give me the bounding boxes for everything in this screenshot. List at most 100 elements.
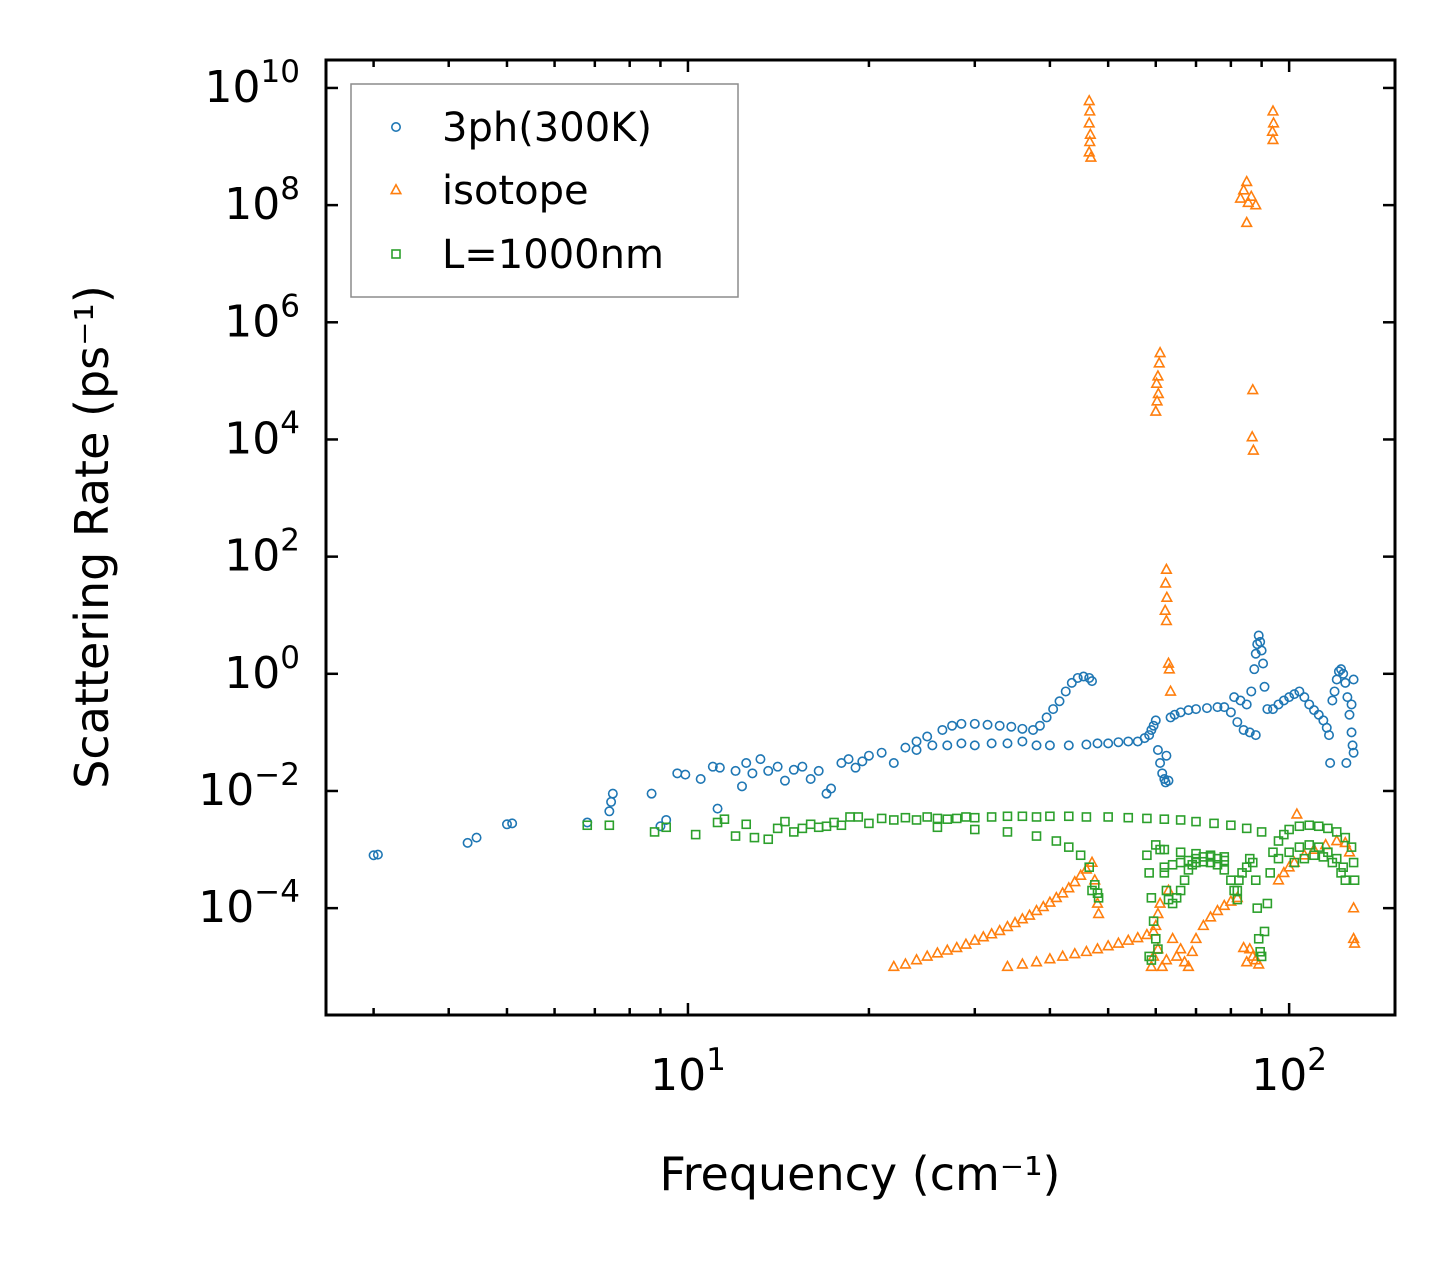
x-tick-label: 101 xyxy=(650,1042,726,1101)
y-tick-label: 1010 xyxy=(205,54,300,113)
data-point-3ph xyxy=(813,765,824,776)
y-tick-label: 106 xyxy=(224,288,300,347)
plot-frame xyxy=(324,58,1397,1017)
data-point-3ph xyxy=(857,756,868,767)
data-point-isotope xyxy=(1153,896,1167,908)
data-point-boundary xyxy=(741,819,752,830)
data-point-isotope xyxy=(1166,931,1179,944)
data-point-3ph xyxy=(779,775,790,786)
data-point-isotope xyxy=(1083,135,1096,147)
data-point-boundary xyxy=(951,813,962,824)
data-point-isotope xyxy=(1240,174,1253,187)
data-point-boundary xyxy=(1273,836,1284,846)
data-point-boundary xyxy=(1265,868,1275,878)
data-point-3ph xyxy=(1246,686,1257,697)
data-point-boundary xyxy=(1256,951,1267,962)
data-point-3ph xyxy=(1348,674,1359,685)
data-point-3ph xyxy=(850,762,861,773)
data-point-boundary xyxy=(1232,885,1243,896)
data-point-isotope xyxy=(1068,947,1081,959)
data-point-isotope xyxy=(1056,949,1069,961)
data-point-3ph xyxy=(937,724,948,735)
data-point-boundary xyxy=(932,813,943,824)
data-point-isotope xyxy=(1160,614,1173,626)
data-point-3ph xyxy=(1063,740,1074,751)
y-tick-label: 108 xyxy=(224,171,300,230)
y-tick-label: 10−2 xyxy=(198,757,300,816)
data-point-boundary xyxy=(1338,862,1348,872)
data-point-3ph xyxy=(922,731,933,742)
data-point-3ph xyxy=(1346,699,1357,710)
data-point-3ph xyxy=(1336,664,1347,675)
data-point-3ph xyxy=(1340,677,1351,688)
data-point-boundary xyxy=(1331,827,1342,837)
data-point-boundary xyxy=(1179,875,1190,885)
data-point-3ph xyxy=(1123,736,1134,747)
data-point-isotope xyxy=(1149,404,1162,416)
data-point-3ph xyxy=(1348,747,1359,758)
data-point-3ph xyxy=(1152,745,1163,756)
data-point-boundary xyxy=(582,820,593,831)
data-point-3ph xyxy=(843,754,854,765)
data-point-boundary xyxy=(1309,850,1319,861)
data-point-isotope xyxy=(1159,576,1172,588)
data-point-boundary xyxy=(1175,815,1186,825)
data-point-isotope xyxy=(1174,942,1187,954)
data-point-3ph xyxy=(772,761,783,772)
data-point-isotope xyxy=(1186,944,1199,957)
data-point-boundary xyxy=(1256,827,1267,837)
data-point-3ph xyxy=(1031,740,1042,751)
data-point-isotope xyxy=(899,957,912,969)
data-point-boundary xyxy=(1304,820,1315,831)
data-point-isotope xyxy=(959,937,973,949)
data-point-3ph xyxy=(1078,671,1089,682)
data-point-3ph xyxy=(1044,740,1055,751)
data-point-3ph xyxy=(1329,686,1340,697)
data-point-3ph xyxy=(1191,704,1202,715)
data-point-boundary xyxy=(1284,824,1294,835)
data-point-boundary xyxy=(1304,840,1315,850)
data-point-3ph xyxy=(1017,723,1028,734)
data-point-isotope xyxy=(1240,215,1253,228)
data-point-boundary xyxy=(1191,816,1201,827)
data-point-3ph xyxy=(805,774,816,785)
data-point-3ph xyxy=(1338,668,1349,679)
y-axis-title: Scattering Rate (ps⁻¹) xyxy=(65,285,119,789)
data-point-boundary xyxy=(604,820,615,831)
data-points xyxy=(368,94,1361,972)
data-point-boundary xyxy=(719,814,730,824)
data-point-isotope xyxy=(1030,955,1043,967)
data-point-3ph xyxy=(1347,740,1358,751)
data-point-boundary xyxy=(1318,852,1329,862)
legend-label-3ph: 3ph(300K) xyxy=(442,105,652,151)
data-point-3ph xyxy=(1256,645,1267,656)
data-point-isotope xyxy=(1080,862,1093,874)
y-tick-label: 104 xyxy=(224,405,300,464)
y-tick-label: 10−4 xyxy=(198,874,300,933)
data-point-boundary xyxy=(900,812,911,823)
data-point-isotope xyxy=(985,927,998,939)
data-point-boundary xyxy=(1002,827,1013,837)
data-point-boundary xyxy=(932,822,943,833)
data-point-3ph xyxy=(956,738,967,749)
data-point-isotope xyxy=(1080,944,1093,957)
data-point-3ph xyxy=(1250,730,1261,741)
data-point-3ph xyxy=(1169,709,1180,720)
data-point-3ph xyxy=(1212,702,1223,713)
data-point-3ph xyxy=(661,814,672,825)
legend-marker-3ph xyxy=(390,122,401,133)
data-point-boundary xyxy=(889,815,899,825)
data-point-boundary xyxy=(1323,823,1333,834)
data-point-boundary xyxy=(1093,893,1104,903)
data-point-isotope xyxy=(1246,383,1259,395)
data-point-boundary xyxy=(922,812,932,822)
data-point-3ph xyxy=(947,720,958,731)
data-point-3ph xyxy=(1259,681,1270,692)
data-point-isotope xyxy=(1204,910,1217,922)
data-point-isotope xyxy=(950,940,963,953)
data-point-boundary xyxy=(853,812,864,822)
data-point-3ph xyxy=(1017,736,1028,747)
data-point-isotope xyxy=(931,946,944,958)
legend-marker-boundary xyxy=(391,249,401,259)
data-point-isotope xyxy=(910,953,923,965)
